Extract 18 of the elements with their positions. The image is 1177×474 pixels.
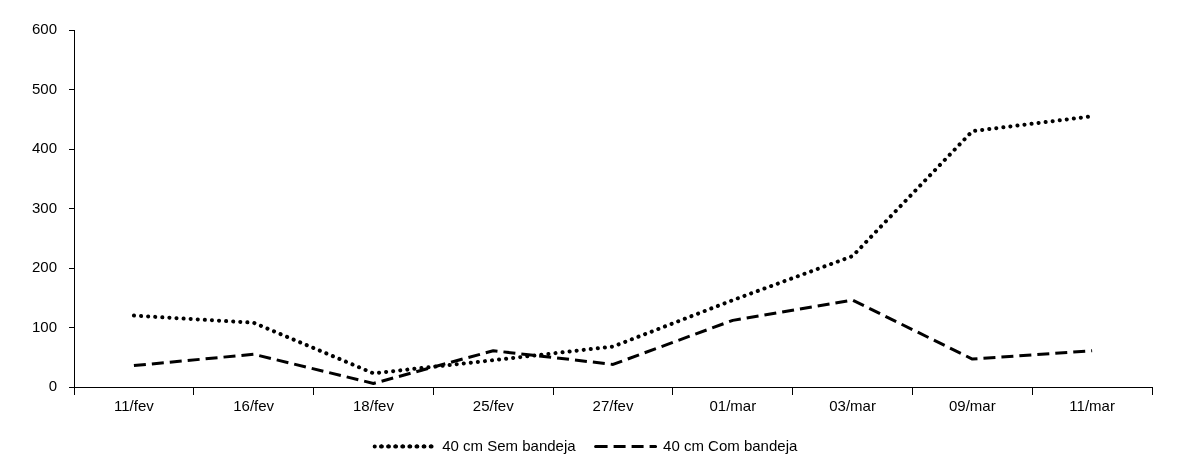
legend-label: 40 cm Sem bandeja: [442, 436, 577, 454]
legend-label: 40 cm Com bandeja: [663, 436, 798, 454]
y-tick-label: 200: [32, 258, 58, 276]
x-tick-label: 03/mar: [829, 397, 876, 415]
y-tick-label: 300: [32, 198, 58, 216]
x-tick-label: 25/fev: [472, 397, 515, 415]
x-tick-label: 16/fev: [233, 397, 275, 415]
y-tick-label: 500: [32, 79, 58, 97]
x-tick-label: 11/mar: [1069, 397, 1115, 415]
x-tick-label: 27/fev: [592, 397, 634, 415]
y-tick-label: 600: [32, 20, 58, 38]
y-tick-label: 0: [48, 377, 58, 395]
x-tick-label: 18/fev: [353, 397, 395, 415]
x-tick-label: 11/fev: [114, 397, 155, 415]
y-tick-label: 400: [32, 139, 58, 157]
x-tick-label: 01/mar: [709, 397, 757, 415]
x-tick-label: 09/mar: [948, 397, 996, 415]
y-tick-label: 100: [32, 317, 58, 335]
